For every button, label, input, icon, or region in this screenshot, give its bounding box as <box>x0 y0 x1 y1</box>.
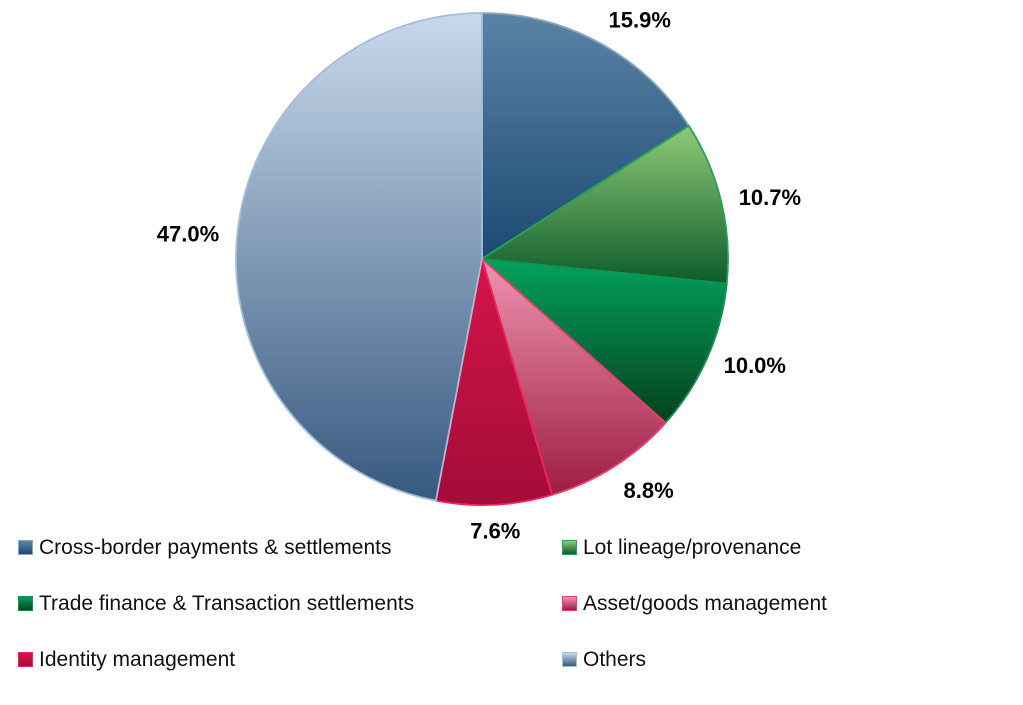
pie-percent-label-lot-lineage-provenance: 10.7% <box>739 185 801 210</box>
pie-percent-label-identity-management: 7.6% <box>470 519 520 544</box>
legend-label-asset-goods-management: Asset/goods management <box>583 592 827 615</box>
legend-swatch-cross-border-payments <box>18 540 33 555</box>
legend-label-trade-finance-settlements: Trade finance & Transaction settlements <box>39 592 415 615</box>
pie-slice-others <box>235 12 483 502</box>
legend-item-asset-goods-management: Asset/goods management <box>562 593 1013 617</box>
legend-swatch-trade-finance-settlements <box>18 596 33 611</box>
pie-slice-cross-border-payments-settlements <box>481 12 690 260</box>
pie-percent-label-trade-finance-transaction-settlements: 10.0% <box>724 353 786 378</box>
legend-item-lot-lineage-provenance: Lot lineage/provenance <box>562 537 1013 561</box>
legend-item-others: Others <box>562 649 1013 673</box>
legend-label-identity-management: Identity management <box>39 648 236 671</box>
legend-item-identity-management: Identity management <box>18 649 562 673</box>
legend-label-lot-lineage-provenance: Lot lineage/provenance <box>583 536 802 559</box>
legend-item-trade-finance-settlements: Trade finance & Transaction settlements <box>18 593 562 617</box>
pie-percent-label-cross-border-payments-settlements: 15.9% <box>609 7 671 32</box>
legend-swatch-asset-goods-management <box>562 596 577 611</box>
legend-swatch-identity-management <box>18 652 33 667</box>
legend-label-cross-border-payments: Cross-border payments & settlements <box>39 536 392 559</box>
pie-slice-lot-lineage-provenance <box>481 124 729 285</box>
pie-slice-trade-finance-transaction-settlements <box>481 258 728 424</box>
pie-percent-label-asset-goods-management: 8.8% <box>624 478 674 503</box>
legend-swatch-others <box>562 652 577 667</box>
legend-item-cross-border-payments: Cross-border payments & settlements <box>18 537 562 561</box>
legend-label-others: Others <box>583 648 647 671</box>
legend: Cross-border payments & settlements Lot … <box>18 537 1013 705</box>
pie-percent-label-others: 47.0% <box>157 222 219 247</box>
legend-swatch-lot-lineage-provenance <box>562 540 577 555</box>
pie-slice-identity-management <box>435 258 554 506</box>
pie-slice-asset-goods-management <box>481 258 667 496</box>
